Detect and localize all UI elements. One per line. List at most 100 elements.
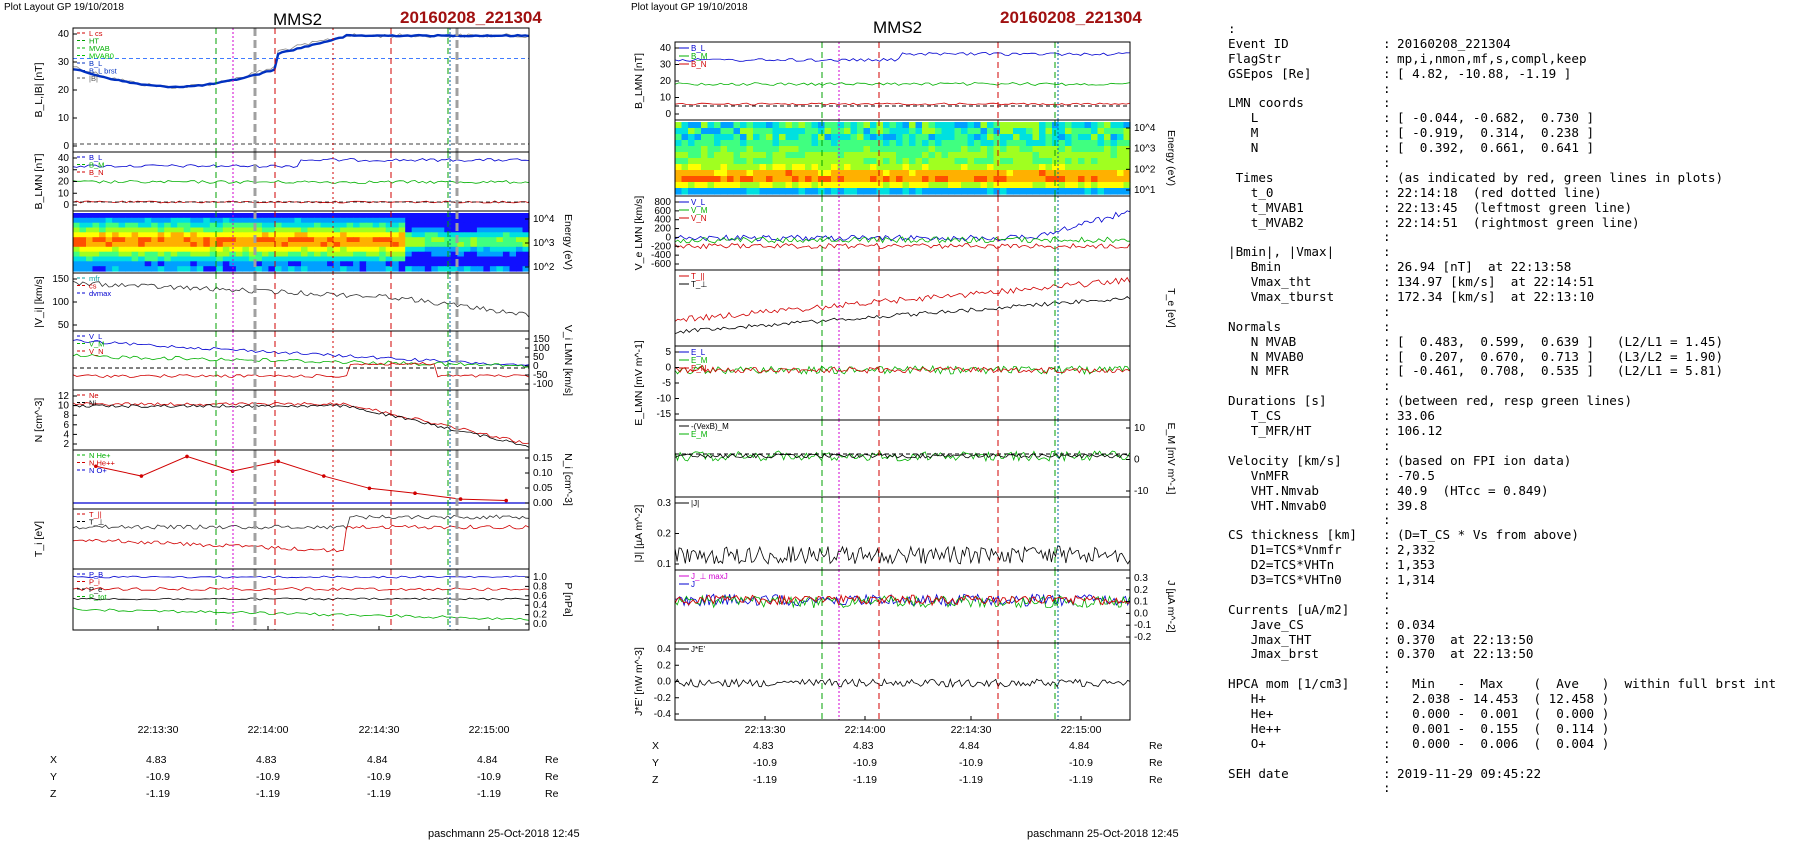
electron-spectrogram-cell: [844, 146, 852, 153]
electron-spectrogram-cell: [1006, 158, 1014, 165]
electron-spectrogram-cell: [675, 134, 683, 141]
electron-spectrogram-cell: [779, 158, 787, 165]
info-value: 40.9 (HTcc = 0.849): [1397, 482, 1549, 498]
electron-spectrogram-cell: [785, 158, 793, 165]
electron-spectrogram-cell: [954, 146, 962, 153]
electron-spectrogram-cell: [883, 146, 891, 153]
ion-spectrogram-cell: [216, 237, 224, 243]
panel-frame: [674, 496, 1131, 571]
electron-spectrogram-cell: [1078, 170, 1086, 177]
electron-spectrogram-cell: [1032, 188, 1040, 195]
electron-spectrogram-cell: [948, 134, 956, 141]
electron-spectrogram-cell: [779, 188, 787, 195]
y-tick-label: 20: [58, 177, 70, 188]
ion-spectrogram-cell: [105, 232, 113, 238]
electron-spectrogram-cell: [837, 158, 845, 165]
ion-spectrogram-cell: [516, 266, 524, 272]
ion-spectrogram-cell: [516, 251, 524, 258]
electron-spectrogram-cell: [876, 188, 884, 195]
electron-spectrogram-cell: [811, 146, 819, 153]
electron-spectrogram-cell: [805, 128, 813, 135]
info-row: Jave_CS:0.034: [1228, 617, 1804, 633]
electron-spectrogram-cell: [980, 134, 988, 141]
ion-spectrogram-cell: [261, 213, 269, 219]
ion-spectrogram-cell: [105, 227, 113, 233]
ion-spectrogram-cell: [242, 266, 250, 272]
y-tick-label: 2: [63, 439, 69, 450]
coord-value: 4.83: [146, 754, 167, 766]
electron-spectrogram-cell: [876, 140, 884, 147]
electron-spectrogram-cell: [1026, 164, 1034, 171]
y-tick-label: 0: [63, 141, 69, 152]
legend-entry: MVAB0: [89, 52, 114, 61]
electron-spectrogram-cell: [915, 152, 923, 159]
electron-spectrogram-cell: [948, 140, 956, 147]
ion-spectrogram-cell: [366, 256, 374, 262]
info-key: L: [1228, 110, 1259, 126]
electron-spectrogram-cell: [967, 182, 975, 189]
electron-spectrogram-cell: [772, 152, 780, 159]
ion-spectrogram-cell: [489, 251, 497, 258]
electron-spectrogram-cell: [766, 170, 774, 177]
electron-spectrogram-cell: [779, 176, 787, 183]
ion-spectrogram-cell: [463, 232, 471, 238]
ion-spectrogram-cell: [418, 266, 426, 272]
ion-spectrogram-cell: [301, 256, 309, 262]
legend-entry: E_M: [691, 356, 708, 365]
ion-spectrogram-cell: [346, 227, 354, 233]
electron-spectrogram-cell: [993, 152, 1001, 159]
ion-spectrogram-cell: [86, 242, 94, 248]
y-tick-label-right: 100: [533, 343, 550, 354]
coord-label: Z: [652, 774, 659, 786]
electron-spectrogram-cell: [837, 128, 845, 135]
y-tick-label: 0.3: [657, 498, 671, 509]
electron-spectrogram-cell: [740, 188, 748, 195]
ion-spectrogram-cell: [151, 232, 159, 238]
electron-spectrogram-cell: [1052, 146, 1060, 153]
ion-spectrogram-cell: [418, 213, 426, 219]
electron-spectrogram-cell: [1058, 182, 1066, 189]
ion-spectrogram-cell: [320, 246, 328, 253]
info-colon: :: [1383, 65, 1391, 81]
electron-spectrogram-cell: [967, 140, 975, 147]
electron-spectrogram-cell: [915, 176, 923, 183]
ion-spectrogram-cell: [353, 232, 361, 238]
y-tick-label: 8: [63, 410, 69, 421]
EN-line: [674, 366, 1131, 374]
coord-value: -10.9: [146, 771, 170, 783]
ion-spectrogram-cell: [301, 242, 309, 248]
ion-spectrogram-cell: [359, 213, 367, 219]
electron-spectrogram-cell: [824, 188, 832, 195]
electron-spectrogram-cell: [694, 122, 702, 129]
electron-spectrogram-cell: [798, 152, 806, 159]
electron-spectrogram-cell: [889, 134, 897, 141]
info-row: N MVAB:[ 0.483, 0.599, 0.639 ] (L2/L1 = …: [1228, 334, 1804, 350]
electron-spectrogram-cell: [870, 188, 878, 195]
electron-spectrogram-cell: [922, 128, 930, 135]
ion-spectrogram-cell: [235, 242, 243, 248]
ion-spectrogram-cell: [112, 256, 120, 262]
ion-spectrogram-cell: [183, 213, 191, 219]
electron-spectrogram-cell: [746, 122, 754, 129]
electron-spectrogram-cell: [980, 140, 988, 147]
electron-spectrogram-cell: [1117, 152, 1125, 159]
electron-spectrogram-cell: [1104, 122, 1112, 129]
info-key: Vmax_tht: [1228, 274, 1312, 290]
ion-spectrogram-cell: [86, 251, 94, 258]
ion-spectrogram-cell: [255, 237, 263, 243]
ion-spectrogram-cell: [164, 266, 172, 272]
ion-spectrogram-cell: [418, 222, 426, 229]
coord-value: -10.9: [1069, 757, 1093, 769]
electron-spectrogram-cell: [1058, 140, 1066, 147]
legend-entry: T_⊥: [691, 280, 707, 289]
electron-spectrogram-cell: [909, 134, 917, 141]
ion-spectrogram-cell: [392, 217, 400, 224]
ion-spectrogram-cell: [424, 237, 432, 243]
info-row: VHT.Nmvab:40.9 (HTcc = 0.849): [1228, 482, 1804, 499]
electron-spectrogram-cell: [675, 152, 683, 159]
electron-spectrogram-cell: [1032, 140, 1040, 147]
electron-spectrogram-cell: [1052, 188, 1060, 195]
electron-spectrogram-cell: [896, 122, 904, 129]
info-value: mp,i,nmon,mf,s,compl,keep: [1397, 50, 1587, 66]
ion-spectrogram-cell: [274, 256, 282, 262]
